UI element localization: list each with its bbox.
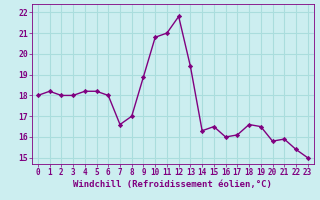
X-axis label: Windchill (Refroidissement éolien,°C): Windchill (Refroidissement éolien,°C) <box>73 180 272 189</box>
